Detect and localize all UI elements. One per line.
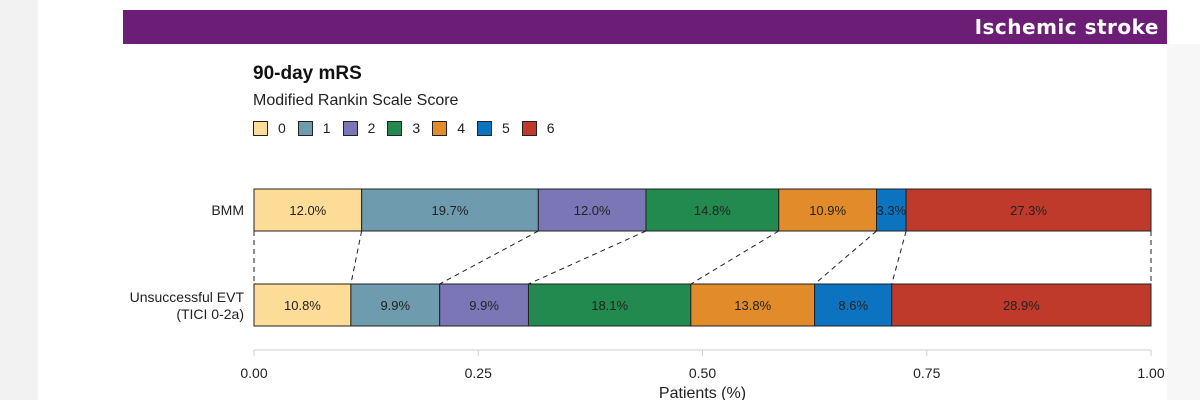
section-banner: Ischemic stroke: [123, 10, 1167, 44]
data-label: 14.8%: [694, 203, 731, 218]
bar-segment: [690, 283, 816, 327]
legend: 0 1 2 3 4 5 6: [253, 118, 567, 138]
bar-segment: [439, 283, 529, 327]
data-label: 10.8%: [284, 298, 321, 313]
x-tick-label: 0.75: [913, 365, 940, 381]
data-label: 9.9%: [380, 298, 410, 313]
category-label: BMM: [211, 202, 244, 218]
legend-item-5: 5: [476, 120, 510, 136]
data-label: 19.7%: [432, 203, 469, 218]
legend-swatch: [521, 120, 537, 136]
left-margin-strip: [0, 0, 38, 400]
data-label: 3.3%: [876, 203, 906, 218]
x-tick-label: 0.00: [240, 365, 267, 381]
data-label: 10.9%: [809, 203, 846, 218]
legend-swatch: [387, 120, 403, 136]
bar-segment: [253, 188, 363, 232]
bar-segment: [778, 188, 878, 232]
category-label: Unsuccessful EVT: [130, 289, 245, 305]
legend-item-1: 1: [297, 120, 331, 136]
legend-swatch: [432, 120, 448, 136]
bar-segment: [537, 188, 647, 232]
legend-item-6: 6: [521, 120, 555, 136]
x-tick-label: 0.25: [465, 365, 492, 381]
legend-item-4: 4: [432, 120, 465, 136]
connector-line: [814, 230, 877, 285]
legend-label: 1: [322, 120, 331, 136]
connector-line: [690, 230, 780, 285]
legend-title: Modified Rankin Scale Score: [253, 92, 459, 109]
legend-swatch: [297, 120, 313, 136]
connector-line: [528, 230, 647, 285]
legend-label: 2: [367, 120, 376, 136]
legend-swatch: [476, 120, 492, 136]
legend-label: 0: [278, 120, 286, 136]
connector-line: [891, 230, 907, 285]
data-label: 28.9%: [1003, 298, 1040, 313]
legend-swatch: [253, 120, 268, 136]
right-margin-strip: [1167, 44, 1200, 400]
x-tick-label: 0.50: [689, 365, 716, 381]
bar-segment: [361, 188, 539, 232]
x-axis-title: Patients (%): [659, 385, 746, 400]
data-label: 12.0%: [574, 203, 611, 218]
data-label: 8.6%: [838, 298, 868, 313]
banner-title: Ischemic stroke: [974, 15, 1159, 39]
bar-segment: [645, 188, 780, 232]
chart-title: 90-day mRS: [253, 63, 362, 84]
legend-swatch: [342, 120, 358, 136]
category-label: (TICI 0-2a): [176, 306, 244, 322]
legend-item-3: 3: [387, 120, 420, 136]
connector-line: [350, 230, 363, 285]
data-label: 12.0%: [289, 203, 326, 218]
bar-segment: [876, 188, 907, 232]
data-label: 9.9%: [469, 298, 499, 313]
legend-item-0: 0: [253, 120, 286, 136]
legend-label: 6: [546, 120, 555, 136]
data-label: 18.1%: [591, 298, 628, 313]
legend-label: 4: [457, 120, 465, 136]
legend-label: 5: [501, 120, 510, 136]
bar-segment: [814, 283, 893, 327]
x-tick-label: 1.00: [1137, 365, 1164, 381]
data-label: 27.3%: [1010, 203, 1047, 218]
bar-segment: [905, 188, 1152, 232]
legend-label: 3: [412, 120, 421, 136]
legend-item-2: 2: [342, 120, 376, 136]
bar-segment: [891, 283, 1152, 327]
bar-segment: [527, 283, 692, 327]
connector-line: [439, 230, 539, 285]
data-label: 13.8%: [734, 298, 771, 313]
